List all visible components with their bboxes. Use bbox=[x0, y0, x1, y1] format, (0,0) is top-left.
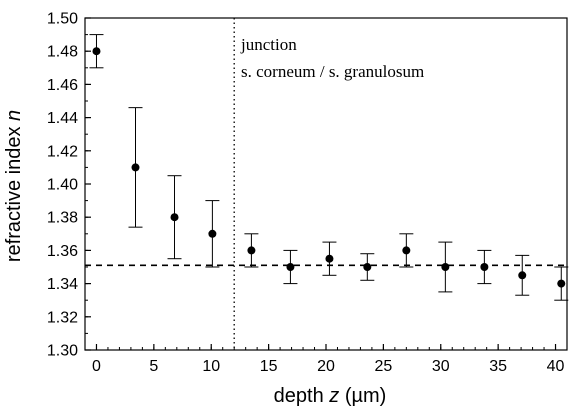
data-point bbox=[208, 229, 217, 238]
y-axis-title: refractive index n bbox=[3, 110, 25, 262]
x-tick-label: 35 bbox=[489, 358, 507, 375]
y-axis-title-variable: n bbox=[3, 110, 25, 121]
y-tick-label: 1.34 bbox=[47, 276, 78, 293]
x-tick-label: 25 bbox=[374, 358, 392, 375]
x-tick-label: 15 bbox=[260, 358, 278, 375]
x-tick-label: 20 bbox=[317, 358, 335, 375]
y-tick-label: 1.44 bbox=[47, 110, 78, 127]
data-point bbox=[402, 246, 411, 255]
y-tick-label: 1.30 bbox=[47, 343, 78, 360]
x-tick-label: 0 bbox=[92, 358, 101, 375]
x-tick-label: 5 bbox=[149, 358, 158, 375]
x-axis-title-variable: z bbox=[328, 385, 339, 407]
data-point bbox=[92, 47, 101, 56]
data-point bbox=[247, 246, 256, 255]
x-tick-label: 30 bbox=[432, 358, 450, 375]
data-point bbox=[518, 271, 527, 280]
data-point bbox=[286, 263, 295, 271]
x-tick-label: 10 bbox=[202, 358, 220, 375]
data-point bbox=[441, 263, 450, 271]
y-tick-label: 1.40 bbox=[47, 177, 78, 194]
data-point bbox=[325, 254, 334, 263]
data-point bbox=[363, 263, 372, 271]
x-axis-title-prefix: depth bbox=[274, 385, 330, 407]
y-tick-label: 1.46 bbox=[47, 77, 78, 94]
x-axis-title-unit: (µm) bbox=[339, 385, 386, 407]
y-axis-title-prefix: refractive index bbox=[3, 121, 25, 262]
data-point bbox=[480, 263, 489, 271]
x-tick-label: 40 bbox=[547, 358, 565, 375]
y-tick-label: 1.42 bbox=[47, 143, 78, 160]
y-tick-label: 1.48 bbox=[47, 44, 78, 61]
data-point bbox=[557, 279, 566, 288]
annotation-junction: junction bbox=[240, 35, 297, 54]
data-point bbox=[131, 163, 140, 172]
x-axis-title: depth z (µm) bbox=[274, 385, 387, 407]
y-tick-label: 1.32 bbox=[47, 309, 78, 326]
axes-layer: 1.30 1.32 1.34 1.36 1.38 1.40 1.42 1.44 1.46 1.48… bbox=[47, 11, 568, 375]
data-points-layer bbox=[89, 34, 569, 301]
y-tick-label: 1.38 bbox=[47, 210, 78, 227]
y-tick-label: 1.36 bbox=[47, 243, 78, 260]
annotation-layers: s. corneum / s. granulosum bbox=[241, 62, 424, 81]
y-tick-label: 1.50 bbox=[47, 11, 78, 28]
data-point bbox=[170, 213, 179, 222]
